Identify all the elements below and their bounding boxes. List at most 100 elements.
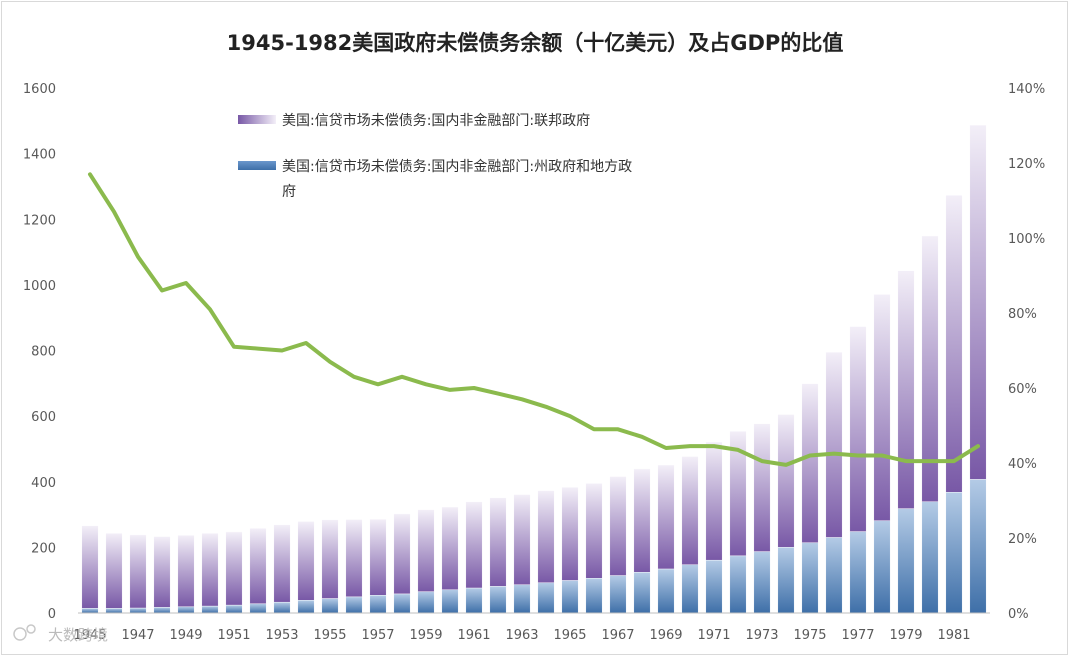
bar-state-local <box>897 508 915 614</box>
x-tick-label: 1945 <box>73 628 106 643</box>
left-tick-label: 0 <box>48 607 56 622</box>
bar-state-local <box>225 604 243 614</box>
legend-label-state-local-line1: 美国:信贷市场未偿债务:国内非金融部门:州政府和地方政 <box>282 158 632 175</box>
watermark-logo-dot-icon <box>26 624 36 634</box>
right-axis: 0% 20% 40% 60% 80% 100% 120% 140% <box>1008 82 1045 622</box>
right-tick-label: 100% <box>1008 232 1045 247</box>
watermark-text: 大数跨境 <box>48 626 108 644</box>
bar-state-local <box>417 591 435 614</box>
x-tick-label: 1957 <box>361 628 394 643</box>
legend: 美国:信贷市场未偿债务:国内非金融部门:联邦政府 美国:信贷市场未偿债务:国内非… <box>238 112 632 200</box>
bar-state-local <box>441 589 459 614</box>
bar-state-local <box>585 578 603 614</box>
x-tick-label: 1953 <box>265 628 298 643</box>
bar-federal <box>441 506 459 590</box>
bar-state-local <box>105 608 123 614</box>
bar-state-local <box>753 551 771 614</box>
legend-label-federal: 美国:信贷市场未偿债务:国内非金融部门:联邦政府 <box>282 112 590 129</box>
bars <box>78 124 990 614</box>
x-tick-label: 1969 <box>649 628 682 643</box>
bar-state-local <box>201 605 219 614</box>
x-tick-label: 1959 <box>409 628 442 643</box>
bar-state-local <box>849 531 867 614</box>
bar-federal <box>969 124 987 480</box>
bar-federal <box>849 326 867 532</box>
bar-federal <box>417 509 435 592</box>
bar-state-local <box>489 586 507 614</box>
x-tick-label: 1971 <box>697 628 730 643</box>
bar-federal <box>129 534 147 609</box>
bar-state-local <box>153 607 171 614</box>
bar-federal <box>369 518 387 596</box>
legend-swatch-federal <box>238 115 276 124</box>
bar-federal <box>801 383 819 543</box>
bar-state-local <box>657 568 675 614</box>
x-tick-label: 1961 <box>457 628 490 643</box>
bar-state-local <box>681 564 699 614</box>
bar-state-local <box>729 555 747 614</box>
x-tick-label: 1981 <box>937 628 970 643</box>
bar-federal <box>705 441 723 561</box>
right-tick-label: 60% <box>1008 382 1037 397</box>
left-axis: 0 200 400 600 800 1000 1200 1400 1600 <box>23 82 56 622</box>
x-tick-label: 1975 <box>793 628 826 643</box>
x-tick-label: 1963 <box>505 628 538 643</box>
bar-state-local <box>705 559 723 614</box>
bar-federal <box>657 464 675 570</box>
bar-federal <box>681 456 699 565</box>
right-tick-label: 20% <box>1008 532 1037 547</box>
x-tick-label: 1977 <box>841 628 874 643</box>
bar-federal <box>633 468 651 573</box>
bar-federal <box>513 494 531 585</box>
bar-state-local <box>561 580 579 614</box>
bar-federal <box>465 501 483 589</box>
bar-federal <box>609 476 627 576</box>
bar-state-local <box>969 479 987 614</box>
bar-state-local <box>633 572 651 614</box>
x-axis: 1945 1947 1949 1951 1953 1955 1957 1959 1961 1963… <box>73 628 970 643</box>
x-tick-label: 1965 <box>553 628 586 643</box>
bar-state-local <box>345 596 363 614</box>
x-tick-label: 1955 <box>313 628 346 643</box>
bar-state-local <box>801 542 819 614</box>
bar-federal <box>345 519 363 598</box>
left-tick-label: 800 <box>31 345 56 360</box>
bar-federal <box>585 483 603 579</box>
left-tick-label: 1000 <box>23 279 56 294</box>
bar-federal <box>225 531 243 606</box>
bar-state-local <box>465 587 483 614</box>
bar-state-local <box>945 492 963 614</box>
right-tick-label: 120% <box>1008 157 1045 172</box>
bar-state-local <box>177 606 195 614</box>
bar-state-local <box>825 537 843 614</box>
left-tick-label: 1200 <box>23 213 56 228</box>
x-tick-label: 1951 <box>217 628 250 643</box>
bar-federal <box>777 414 795 548</box>
gdp-ratio-line-layer <box>88 172 980 467</box>
legend-label-state-local-line2: 府 <box>282 184 296 200</box>
right-tick-label: 80% <box>1008 307 1037 322</box>
left-tick-label: 200 <box>31 541 56 556</box>
bar-federal <box>753 423 771 552</box>
bar-federal <box>825 351 843 538</box>
bar-federal <box>153 536 171 608</box>
bar-federal <box>321 519 339 599</box>
x-tick-label: 1947 <box>121 628 154 643</box>
x-tick-label: 1949 <box>169 628 202 643</box>
bar-state-local <box>393 593 411 614</box>
left-tick-label: 600 <box>31 410 56 425</box>
bar-state-local <box>537 582 555 614</box>
bar-federal <box>273 524 291 603</box>
right-tick-label: 140% <box>1008 82 1045 97</box>
watermark: 大数跨境 <box>13 624 108 644</box>
left-tick-label: 1400 <box>23 148 56 163</box>
bar-state-local <box>609 575 627 614</box>
watermark-logo-icon <box>13 627 27 641</box>
x-tick-label: 1979 <box>889 628 922 643</box>
bar-federal <box>897 270 915 509</box>
bar-federal <box>489 497 507 587</box>
right-tick-label: 0% <box>1008 607 1029 622</box>
bar-state-local <box>273 601 291 614</box>
